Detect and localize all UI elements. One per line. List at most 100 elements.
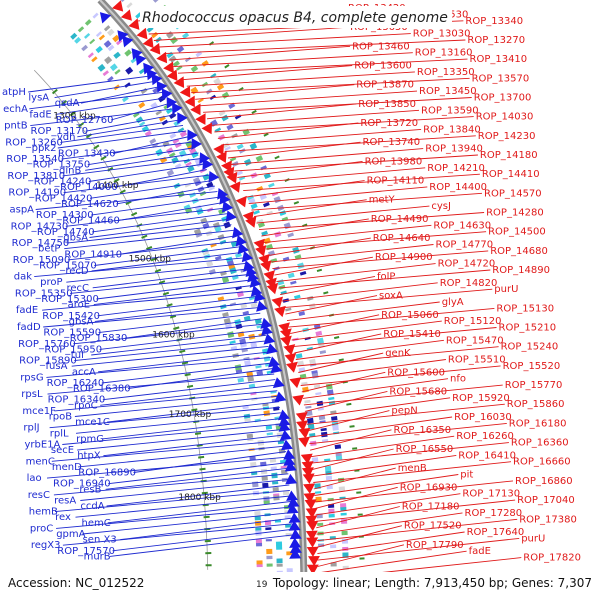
gene-label-left: ROP_15300 [41, 294, 99, 305]
gene-label-right: ROP_17640 [467, 527, 525, 538]
feature-block [227, 331, 235, 338]
feature-block [276, 563, 283, 567]
feature-block [149, 138, 157, 145]
scale-tick [196, 444, 203, 447]
connector-left [46, 456, 287, 479]
left-gene-labels: atpHlysAqsdAechAfadEROP_12760pntBROP_131… [2, 87, 136, 562]
gene-label-right: glyA [442, 297, 464, 308]
connector-left [29, 91, 163, 110]
connector-right [301, 371, 386, 393]
connector-left [120, 517, 292, 541]
feature-block [170, 36, 178, 45]
feature-block [184, 56, 192, 63]
gene-arrow [266, 282, 279, 295]
gene-label-right: ROP_16180 [509, 418, 567, 429]
connector-left [80, 478, 289, 501]
gene-label-left: ROP_14300 [36, 210, 94, 221]
gene-label-left: ROP_15090 [13, 255, 71, 266]
scale-tick [162, 291, 170, 296]
feature-block [238, 176, 246, 181]
feature-block [92, 12, 99, 19]
gene-label-left: echA [3, 104, 28, 115]
connector-left [47, 373, 275, 395]
gene-arrow [301, 461, 314, 472]
feature-block [168, 112, 177, 119]
feature-block [216, 83, 225, 91]
connector-left [108, 462, 288, 485]
gene-arrow [284, 461, 297, 472]
connector-left [107, 501, 291, 524]
scale-tick [352, 447, 358, 450]
connector-right [303, 384, 503, 406]
scale-tick [274, 155, 280, 160]
feature-block [235, 369, 243, 374]
feature-block [294, 294, 301, 300]
feature-block [201, 60, 209, 67]
gene-arrow [270, 362, 283, 374]
connector-left [51, 440, 285, 462]
gene-label-right: ROP_15920 [452, 393, 510, 404]
feature-block [152, 0, 159, 3]
feature-block [335, 455, 343, 461]
feature-block [206, 181, 214, 188]
connector-left [34, 257, 244, 278]
connector-right [311, 448, 394, 471]
gene-label-right: ROP_15600 [387, 367, 445, 378]
connector-left [77, 119, 180, 138]
connector-right [291, 320, 442, 341]
gene-arrow [289, 537, 302, 548]
gene-label-right: ROP_17820 [523, 553, 581, 564]
feature-block [150, 102, 158, 110]
gene-arrow [201, 122, 212, 135]
gene-label-left: ROP_14460 [62, 216, 120, 227]
connector-right [297, 346, 499, 367]
connector-right [288, 307, 495, 328]
connector-left [102, 379, 276, 401]
scale-tick [191, 408, 198, 412]
gene-label-left: dinB [59, 165, 81, 176]
scale-arc-line [33, 69, 209, 570]
connector-right [210, 109, 420, 126]
gene-label-left: ROP_14750 [12, 238, 70, 249]
gene-label-right: ROP_14210 [427, 163, 485, 174]
feature-block [210, 243, 217, 248]
feature-block [244, 418, 251, 422]
gene-label-left: ROP_15950 [44, 344, 102, 355]
feature-block [242, 128, 250, 136]
connector-left [107, 401, 280, 423]
feature-block [169, 55, 177, 63]
feature-block [276, 544, 283, 550]
connector-right [195, 84, 355, 100]
feature-block [294, 254, 302, 260]
feature-block [112, 34, 120, 43]
scale-tick [316, 268, 323, 273]
feature-block [98, 34, 105, 41]
connector-left [35, 191, 218, 210]
feature-block [89, 38, 96, 45]
feature-block [255, 538, 262, 544]
scale-tick [166, 303, 173, 307]
gene-label-right: ROP_14770 [436, 240, 494, 251]
feature-block [107, 44, 115, 52]
feature-block [247, 376, 255, 382]
feature-block [262, 482, 269, 489]
gene-label-left: rplJ [23, 423, 39, 434]
gene-label-right: ROP_14280 [486, 208, 544, 219]
connector-right [290, 314, 380, 335]
feature-block [266, 210, 273, 215]
connector-right [316, 518, 518, 542]
gene-arrow [305, 515, 318, 526]
gene-label-right: ROP_13460 [352, 41, 410, 52]
gene-label-right: ROP_16350 [394, 425, 452, 436]
scale-tick [199, 467, 206, 471]
connector-right [317, 531, 465, 555]
gene-label-right: ROP_13030 [413, 29, 471, 40]
feature-block [130, 57, 138, 64]
gene-label-right: ROP_13450 [419, 86, 477, 97]
connector-right [302, 378, 449, 399]
gene-arrow [281, 439, 293, 451]
gene-arrow [289, 548, 302, 559]
scale-tick [201, 491, 208, 495]
gene-arrow [308, 556, 320, 567]
gene-label-left: murB [84, 551, 111, 562]
